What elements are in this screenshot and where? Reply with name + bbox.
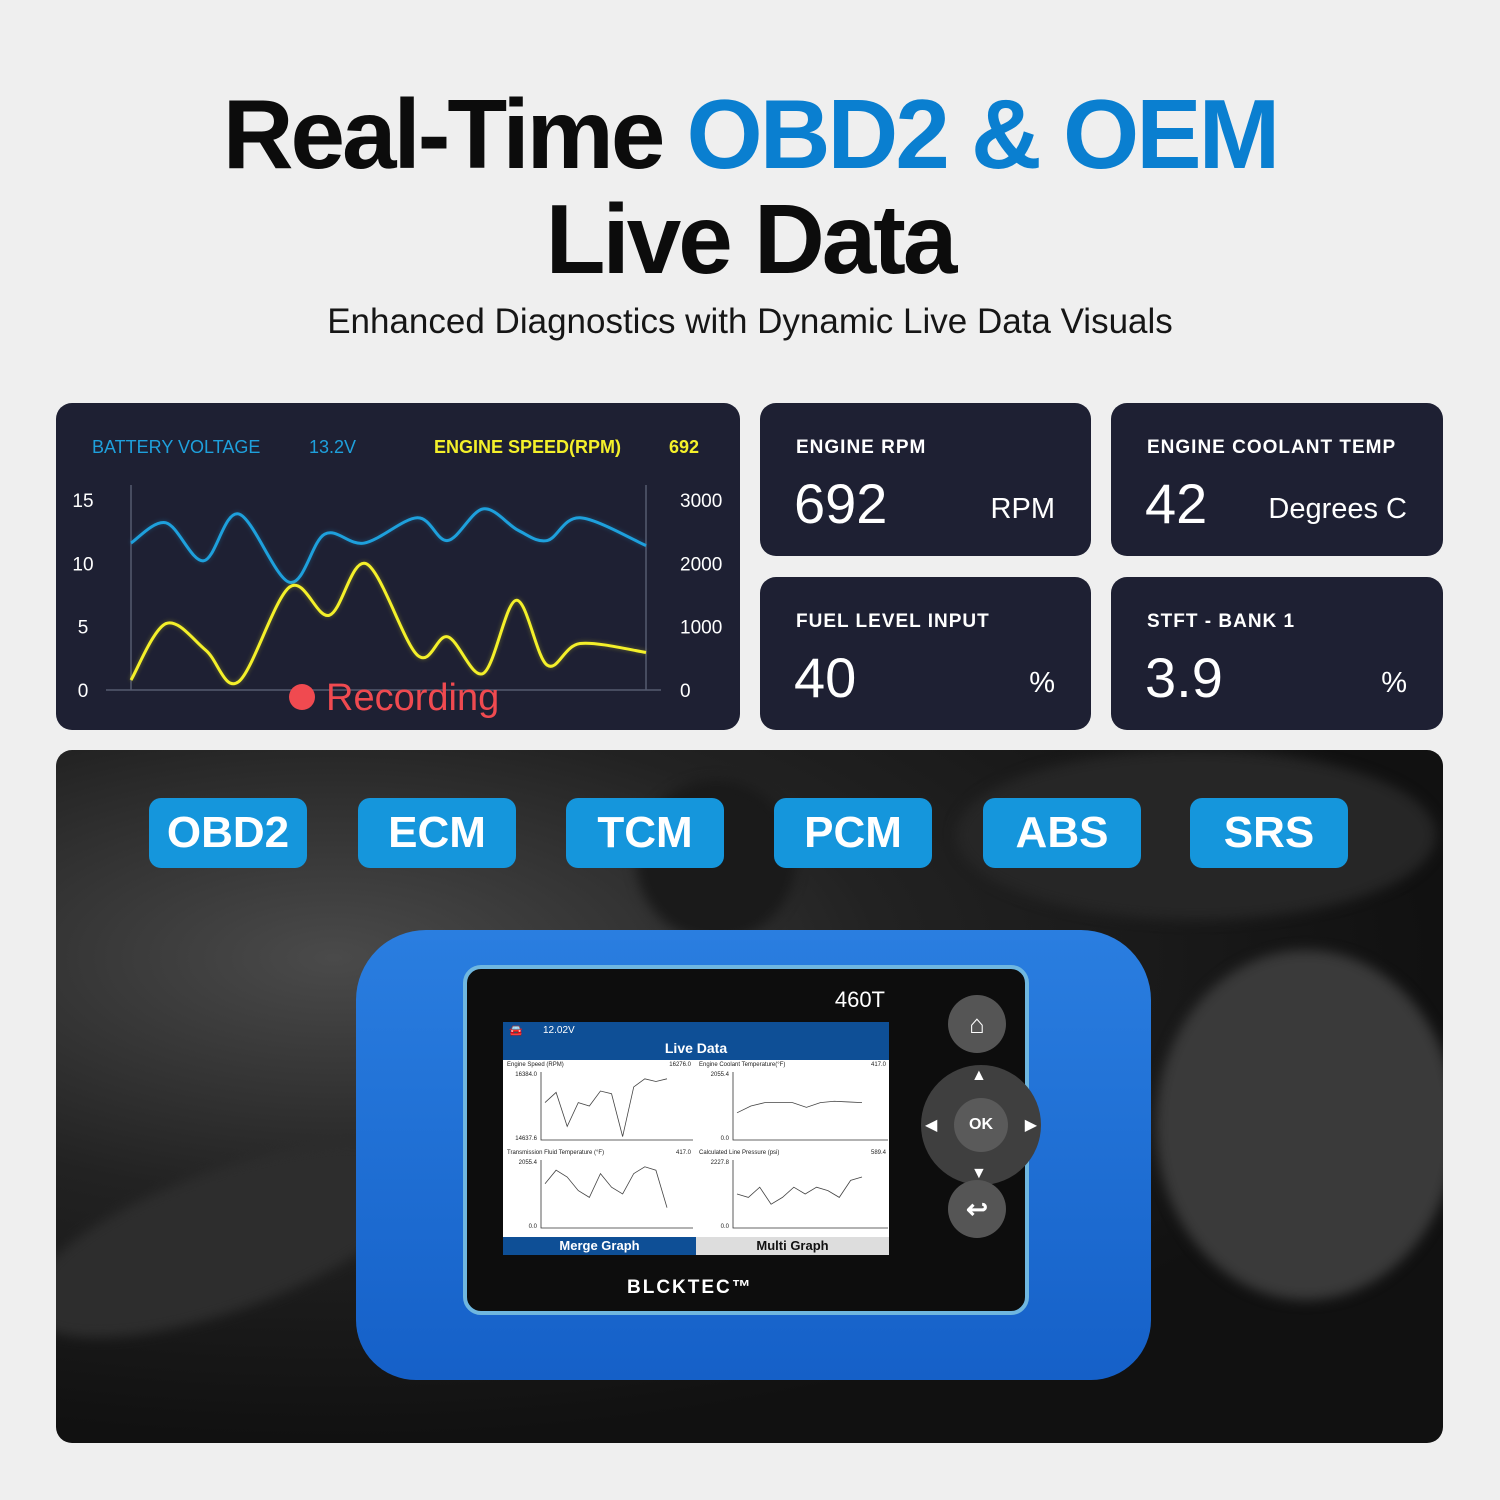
left-tick-label: 0 [78,681,89,702]
module-badge-tcm: TCM [566,798,724,868]
headline-line1: Real-Time OBD2 & OEM [222,79,1281,189]
mini-graph-current: 16276.0 [669,1062,691,1068]
right-tick-label: 2000 [680,554,722,575]
mini-graph-axes [540,1072,693,1141]
tile-stft-bank1: STFT - BANK 1 3.9 % [1111,577,1443,730]
headline-line2: Live Data [545,184,958,294]
mini-graph-max: 2055.4 [519,1160,538,1166]
series-glow [129,561,647,686]
device-model: 460T [834,987,885,1012]
tab-merge-graph[interactable]: Merge Graph [503,1237,696,1255]
brand-logo: BLCKTEC™ [627,1277,753,1298]
module-badge-srs: SRS [1190,798,1348,868]
recording-status: Recording [326,677,499,719]
mini-graph-trace [544,1078,668,1137]
tile-label: FUEL LEVEL INPUT [796,611,990,632]
right-tick-label: 0 [680,681,691,702]
live-data-chart-panel: 15 10 5 0 3000 2000 1000 0 BATTERY VOLTAGE 13.2V E… [56,403,740,730]
mini-graph-title: Engine Coolant Temperature(°F) [699,1062,785,1068]
mini-graph-current: 417.0 [676,1150,692,1156]
right-tick-label: 1000 [680,618,722,639]
screen-title: Live Data [664,1040,728,1056]
battery-voltage-legend: BATTERY VOLTAGE [92,437,260,457]
tile-coolant-temp: ENGINE COOLANT TEMP 42 Degrees C [1111,403,1443,556]
mini-graph-trace [544,1166,668,1208]
ok-button[interactable]: OK [954,1098,1008,1152]
tile-unit: Degrees C [1268,493,1407,525]
tab-multi-graph[interactable]: Multi Graph [696,1237,889,1255]
mini-graph-current: 417.0 [871,1062,887,1068]
mini-graph-trace [736,1176,863,1205]
battery-voltage-value: 13.2V [309,437,356,457]
tile-value: 3.9 [1145,646,1223,709]
module-badge-obd2: OBD2 [149,798,307,868]
mini-graph-title: Calculated Line Pressure (psi) [699,1150,779,1156]
mini-graph-axes [540,1160,693,1229]
device-screen-bezel: 460T 🚘 12.02V Live Data Engine Speed (RP… [463,965,1029,1315]
device-screen: 🚘 12.02V Live Data Engine Speed (RPM) 162… [503,1022,889,1255]
tile-value: 40 [794,646,857,709]
screen-graphs: Engine Speed (RPM) 16276.0 16384.0 14637.6 E… [507,1062,888,1230]
mini-graph-title: Engine Speed (RPM) [507,1062,564,1068]
mini-graph-axes [732,1160,888,1229]
mini-graph-current: 589.4 [871,1150,887,1156]
scan-tool-device: 460T 🚘 12.02V Live Data Engine Speed (RP… [356,930,1151,1380]
headline-accent: OBD2 & OEM [686,79,1281,189]
tile-unit: % [1381,667,1407,699]
mini-graph-max: 2055.4 [711,1072,730,1078]
subtitle: Enhanced Diagnostics with Dynamic Live D… [327,302,1173,341]
back-button[interactable]: ↩ [948,1180,1006,1238]
rpm-series-line [129,562,647,686]
module-badge-ecm: ECM [358,798,516,868]
recording-dot-icon [289,684,315,710]
mini-graph-max: 16384.0 [515,1072,537,1078]
back-icon: ↩ [966,1194,988,1224]
mini-graph-axes [732,1072,888,1141]
engine-bay-photo: OBD2 ECM TCM PCM ABS SRS 460T 🚘 12.02V L… [56,750,1443,1443]
tile-fuel-level: FUEL LEVEL INPUT 40 % [760,577,1091,730]
right-arrow-icon[interactable]: ▶ [1024,1117,1037,1134]
screen-voltage: 12.02V [543,1025,575,1036]
tile-unit: % [1029,667,1055,699]
battery-series-line [130,507,647,584]
left-arrow-icon[interactable]: ◀ [925,1117,938,1134]
mini-graph-trace [736,1100,863,1114]
home-button[interactable]: ⌂ [948,995,1006,1053]
left-tick-label: 10 [72,554,93,575]
right-tick-label: 3000 [680,491,722,512]
mini-graph-min: 0.0 [721,1224,730,1230]
up-arrow-icon[interactable]: ▲ [971,1067,987,1084]
tile-engine-rpm: ENGINE RPM 692 RPM [760,403,1091,556]
live-data-chart: 15 10 5 0 3000 2000 1000 0 BATTERY VOLTAGE 13.2V E… [72,437,722,719]
tile-value: 42 [1145,472,1208,535]
mini-graph-min: 0.0 [721,1136,730,1142]
tile-label: ENGINE COOLANT TEMP [1147,437,1397,458]
tile-value: 692 [794,472,888,535]
car-icon: 🚘 [509,1025,523,1037]
engine-speed-value: 692 [669,437,699,457]
tile-label: ENGINE RPM [796,437,927,458]
tile-unit: RPM [990,493,1055,525]
left-tick-label: 15 [72,491,93,512]
engine-speed-legend: ENGINE SPEED(RPM) [434,437,621,457]
down-arrow-icon[interactable]: ▼ [971,1165,987,1182]
direction-pad[interactable]: ▲ ▼ ◀ ▶ OK [921,1065,1041,1185]
left-tick-label: 5 [78,618,89,639]
mini-graph-max: 2227.8 [711,1160,730,1166]
mini-graph-min: 14637.6 [515,1136,537,1142]
tile-label: STFT - BANK 1 [1147,611,1296,632]
mini-graph-min: 0.0 [529,1224,538,1230]
home-icon: ⌂ [969,1009,985,1039]
module-badge-abs: ABS [983,798,1141,868]
mini-graph-title: Transmission Fluid Temperature (°F) [507,1150,604,1156]
module-badge-pcm: PCM [774,798,932,868]
